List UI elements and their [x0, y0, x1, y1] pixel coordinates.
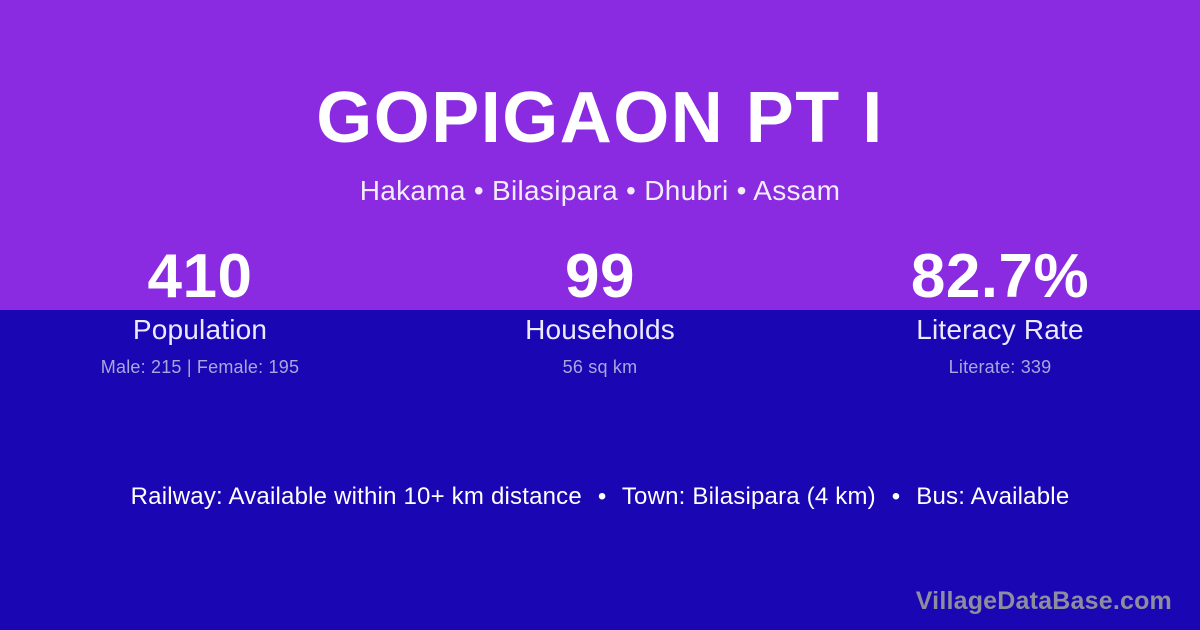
stats-row: 410 Population Male: 215 | Female: 195 9…	[0, 246, 1200, 378]
amenity-separator-icon: •	[597, 483, 607, 510]
stat-label-households: Households	[525, 314, 675, 345]
stat-literacy-rate: 82.7% Literacy Rate Literate: 339	[800, 246, 1200, 378]
blue-background-band	[0, 310, 1200, 630]
location-breadcrumb: Hakama • Bilasipara • Dhubri • Assam	[359, 175, 841, 206]
card-header: GOPIGAON PT I Hakama • Bilasipara • Dhub…	[0, 0, 1200, 207]
stat-value-population: 410	[147, 242, 253, 311]
stat-label-population: Population	[132, 314, 268, 345]
stat-households: 99 Households 56 sq km	[400, 246, 800, 378]
stat-value-households: 99	[565, 242, 635, 311]
amenities-line: Railway: Available within 10+ km distanc…	[0, 483, 1200, 512]
stat-sub-households: 56 sq km	[562, 357, 638, 378]
stat-label-literacy-rate: Literacy Rate	[916, 314, 1084, 345]
amenity-bus: Bus: Available	[916, 483, 1070, 510]
amenity-separator-icon: •	[891, 483, 901, 510]
stat-sub-population: Male: 215 | Female: 195	[100, 357, 300, 378]
stat-value-literacy-rate: 82.7%	[910, 242, 1090, 311]
amenity-railway: Railway: Available within 10+ km distanc…	[130, 483, 582, 510]
page-title: GOPIGAON PT I	[316, 78, 884, 158]
site-watermark: VillageDataBase.com	[915, 587, 1172, 615]
stat-sub-literacy-rate: Literate: 339	[948, 357, 1052, 378]
stat-population: 410 Population Male: 215 | Female: 195	[0, 246, 400, 378]
amenity-town: Town: Bilasipara (4 km)	[621, 483, 876, 510]
purple-background-band	[0, 0, 1200, 310]
